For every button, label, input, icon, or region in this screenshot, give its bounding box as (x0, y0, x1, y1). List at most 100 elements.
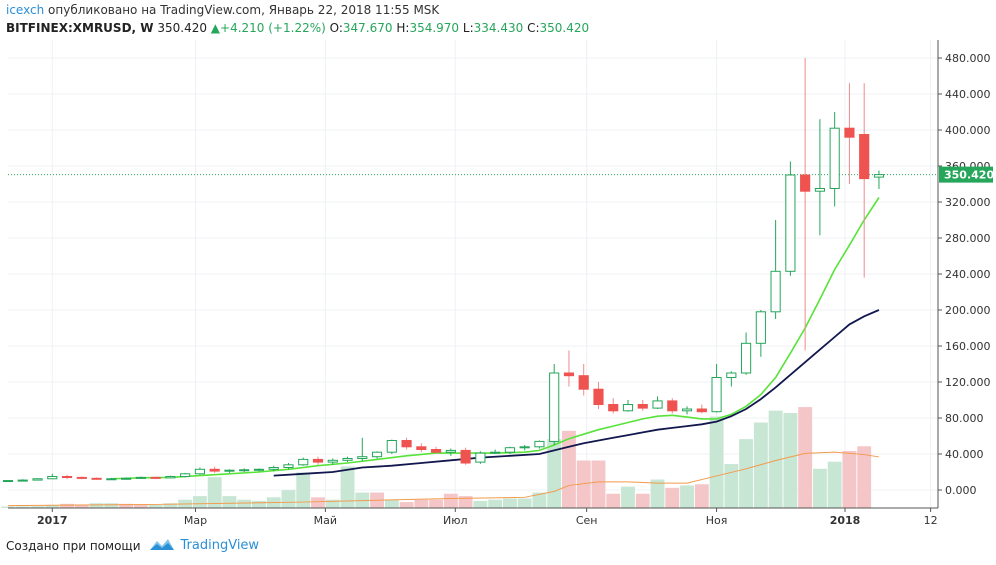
candle-body (667, 400, 678, 412)
volume-ma-line (7, 451, 880, 507)
candle-body (180, 473, 191, 477)
candle-body (76, 476, 87, 479)
open-value: 347.670 (342, 21, 393, 35)
candle-body (873, 174, 885, 178)
x-tick-label: Сен (576, 514, 598, 527)
volume-bar (207, 477, 222, 508)
candle-body (2, 480, 14, 483)
price-change: +4.210 (+1.22%) (220, 21, 326, 35)
x-tick-label: 12 (924, 514, 938, 527)
candle-body (519, 446, 530, 449)
tradingview-brand-link[interactable]: TradingView (180, 538, 260, 553)
open-label: O: (329, 21, 343, 35)
axes: 0.000 40.000 80.000 120.000 160.000 200.000 24… (8, 40, 994, 527)
arrow-up-icon: ▲ (210, 21, 221, 35)
volume-bar (15, 506, 30, 508)
y-tick-label: 160.000 (945, 340, 991, 353)
created-with-text: Создано при помощи (6, 538, 141, 553)
candle-body (504, 447, 515, 453)
y-tick-label: 480.000 (945, 52, 991, 65)
candlesticks (2, 58, 885, 483)
moving-averages (111, 197, 880, 480)
volume-bar (192, 496, 207, 508)
candle-body (829, 127, 840, 189)
candle-body (637, 404, 648, 409)
candle-body (593, 388, 604, 406)
volume-bar (74, 504, 89, 508)
candle-body (445, 449, 456, 453)
candle-body (150, 476, 161, 479)
candle-body (814, 188, 825, 192)
candle-body (431, 449, 442, 453)
volume-bar (842, 451, 857, 508)
volume-bar (739, 439, 754, 508)
volume-bar (591, 460, 606, 508)
candle-body (327, 459, 338, 463)
x-tick-label: 2017 (37, 514, 68, 527)
volume-bar (45, 505, 60, 508)
candle-body (401, 440, 412, 448)
volume-bar (724, 464, 739, 508)
tradingview-logo-icon[interactable] (149, 536, 175, 555)
volume-bar (133, 505, 148, 508)
candle-body (652, 400, 663, 409)
y-tick-label: 120.000 (945, 376, 991, 389)
publish-text: опубликовано на TradingView.com, Январь … (48, 3, 440, 17)
author-link[interactable]: icexch (6, 3, 45, 17)
y-tick-label: 400.000 (945, 124, 991, 137)
volume-bar (547, 439, 562, 508)
volume-bar (399, 502, 414, 508)
volume-bar (1, 506, 15, 508)
candle-body (800, 174, 811, 192)
volume-bar (340, 466, 355, 508)
candle-body (726, 372, 737, 378)
volume-bar (709, 416, 724, 508)
publish-info: icexch опубликовано на TradingView.com, … (6, 3, 439, 17)
volume-bar (89, 503, 104, 508)
volume-bar (60, 503, 74, 508)
x-tick-label: Ноя (706, 514, 728, 527)
volume-bar (517, 498, 532, 508)
symbol-name[interactable]: BITFINEX:XMRUSD, W (6, 21, 154, 35)
volume-bar (30, 506, 45, 508)
candle-body (61, 476, 73, 478)
candle-body (785, 174, 796, 272)
volume-bar (783, 413, 798, 508)
volume-bar (768, 410, 783, 508)
low-value: 334.430 (473, 21, 524, 35)
candle-body (371, 451, 383, 458)
candle-body (416, 446, 427, 450)
volume-bar (252, 500, 266, 508)
volume-bar (311, 497, 325, 508)
candle-body (386, 440, 397, 453)
candle-body (312, 458, 324, 463)
candle-body (844, 127, 855, 138)
last-price-tag-label: 350.420 (944, 169, 994, 182)
price-chart[interactable]: 0.000 40.000 80.000 120.000 160.000 200.000 24… (0, 40, 996, 530)
candle-body (47, 476, 58, 480)
candle-body (209, 468, 220, 472)
y-tick-label: 240.000 (945, 268, 991, 281)
volume-bar (532, 492, 547, 508)
volume-bar (694, 484, 709, 508)
volume-bar (812, 468, 827, 508)
candle-body (859, 134, 870, 180)
volume-bar (325, 499, 340, 508)
candle-body (268, 467, 279, 470)
chart-area[interactable]: 0.000 40.000 80.000 120.000 160.000 200.000 24… (0, 40, 996, 530)
volume-bar (621, 486, 635, 508)
volume-bar (384, 499, 399, 508)
last-price-tag (939, 166, 993, 183)
ma-slow-line (273, 309, 880, 477)
y-tick-label: 320.000 (945, 196, 991, 209)
candle-body (549, 372, 560, 442)
volume-bar (665, 487, 680, 508)
candle-body (165, 476, 176, 479)
x-tick-label: 2018 (830, 514, 861, 527)
candle-body (239, 469, 250, 472)
volume-bar (148, 505, 163, 508)
high-value: 354.970 (409, 21, 460, 35)
candle-body (283, 464, 294, 468)
high-label: H: (396, 21, 410, 35)
y-tick-label: 440.000 (945, 88, 991, 101)
